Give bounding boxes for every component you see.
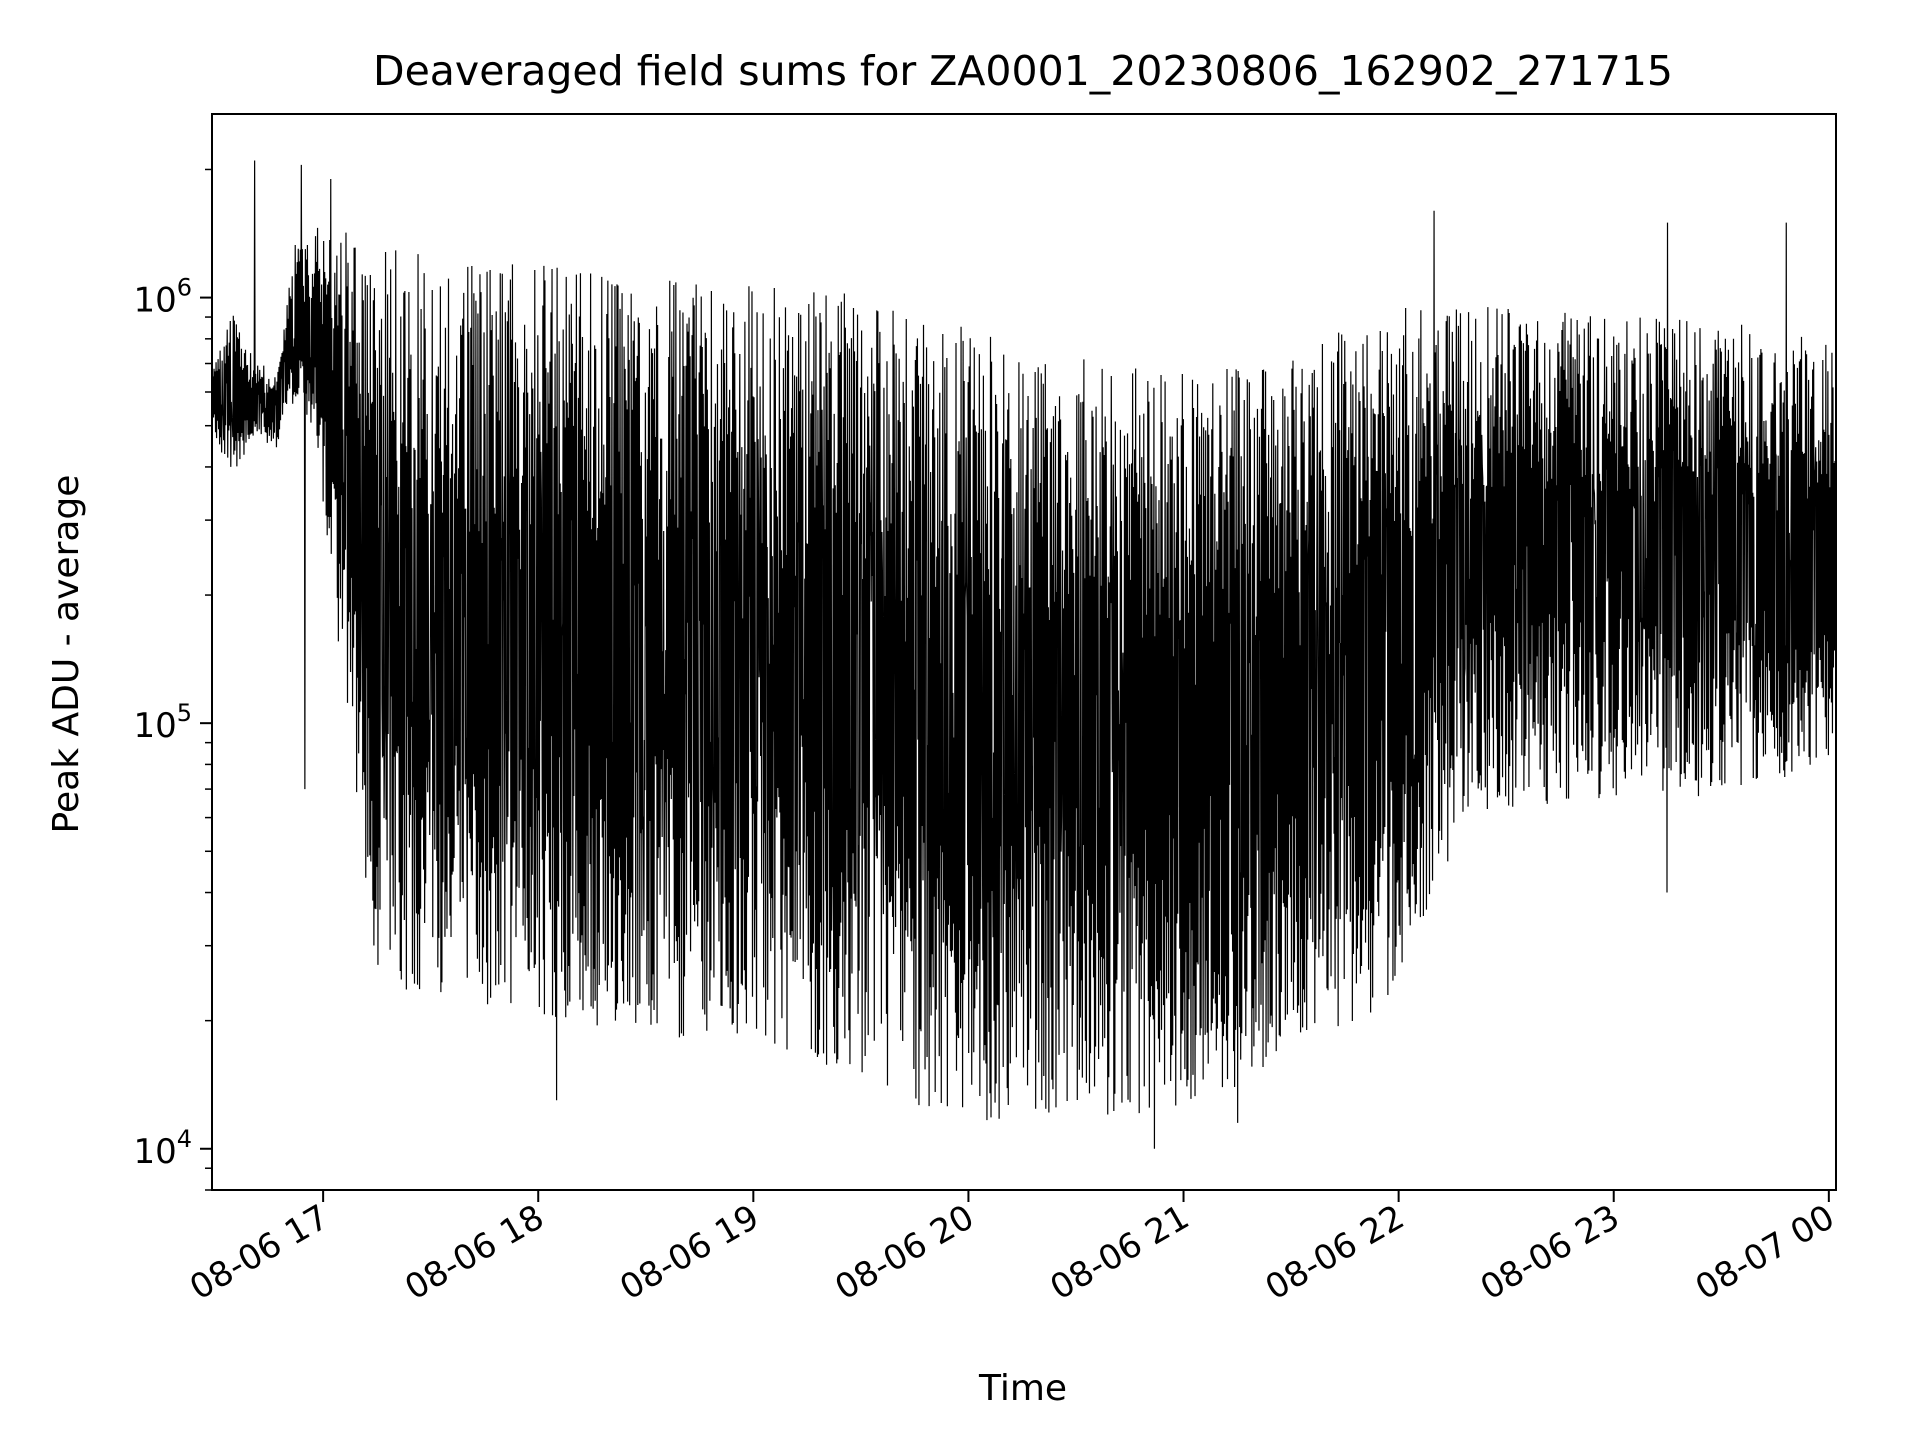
y-tick-label: 106 [133,274,192,321]
x-axis-label: Time [978,1368,1067,1409]
plot-frame [211,113,1837,1191]
series-line [211,160,1837,1149]
y-tick-base: 10 [133,1132,176,1172]
y-axis-label: Peak ADU - average [46,475,87,834]
series-path [211,160,1837,1149]
chart-title: Deaveraged field sums for ZA0001_2023080… [373,47,1673,95]
y-tick-exponent: 4 [177,1125,192,1153]
y-tick-label: 104 [133,1125,192,1172]
y-tick-base: 10 [133,706,176,746]
y-tick-base: 10 [133,281,176,321]
y-tick-label: 105 [133,699,192,746]
y-tick-exponent: 5 [177,699,192,727]
y-tick-exponent: 6 [177,274,192,302]
